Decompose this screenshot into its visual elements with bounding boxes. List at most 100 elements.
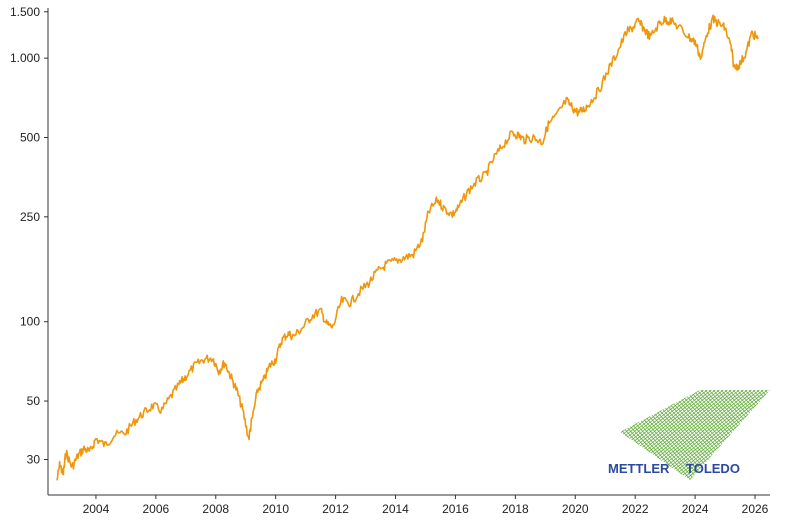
logo-hatch-line [360,380,460,490]
logo-hatch-line [772,380,800,490]
logo-hatch-line [440,380,540,490]
logo-hatch-line [492,380,592,490]
logo-hatch-line [468,380,608,490]
logo-hatch-line [412,380,512,490]
logo-hatch-line [468,380,568,490]
logo-hatch-line [356,380,456,490]
logo-hatch-line [747,390,770,480]
price-series-line [56,14,759,481]
logo-hatch-line [460,380,600,490]
logo-hatch-line [731,390,770,480]
logo-hatch-line [767,390,770,480]
logo-hatch-line [500,380,600,490]
logo-hatch-line [452,380,592,490]
logo-hatch-line [620,390,729,480]
logo-hatch-line [440,380,580,490]
x-tick-label: 2024 [682,502,709,516]
x-tick-label: 2022 [622,502,649,516]
logo-hatch-line [364,380,464,490]
logo-hatch-line [496,380,596,490]
logo-hatch-line [444,380,584,490]
logo-hatch-line [424,380,524,490]
logo-hatch-line [352,380,452,490]
logo-hatch-line [620,390,713,480]
logo-hatch-line [788,380,800,490]
logo-hatch-line [780,380,800,490]
logo-hatch-line [659,390,770,480]
logo-hatch-line [739,390,770,480]
logo-hatch-line [432,380,532,490]
x-tick-label: 2010 [262,502,289,516]
logo-hatch-line [620,390,621,480]
y-tick-label: 100 [20,315,40,329]
y-tick-label: 30 [27,453,41,467]
logo-hatch-line [432,380,572,490]
x-axis-ticks: 2004 2006 2008 2010 2012 2014 2016 2018 2020 2022… [83,495,769,516]
logo-hatch-line [620,390,625,480]
logo-hatch-line [476,380,576,490]
logo-hatch-line [763,390,770,480]
logo-hatch-line [436,380,576,490]
y-tick-label: 50 [27,394,41,408]
logo-hatch-line [739,390,770,480]
logo-hatch-line [448,380,548,490]
logo-hatch-line [620,390,629,480]
x-tick-label: 2012 [322,502,349,516]
logo-hatch-line [747,390,770,480]
logo-hatch-line [396,380,496,490]
logo-hatch-line [420,380,560,490]
y-tick-label: 500 [20,130,40,144]
logo-hatch-line [620,390,725,480]
logo-hatch-line [384,380,484,490]
logo-hatch-line [392,380,492,490]
x-tick-label: 2006 [142,502,169,516]
logo-hatch-line [504,380,604,490]
company-logo: METTLER TOLEDO [352,380,800,490]
logo-hatch-line [400,380,540,490]
logo-hatch-line [368,380,468,490]
logo-hatch-line [776,380,800,490]
logo-hatch-line [460,380,560,490]
logo-hatch-line [412,380,552,490]
logo-hatch-line [784,380,800,490]
logo-hatch-line [620,390,737,480]
logo-hatch-line [512,380,612,490]
logo-hatch-line [655,390,770,480]
logo-hatch-line [400,380,500,490]
logo-hatch-line [488,380,588,490]
logo-hatch-line [476,380,616,490]
logo-hatch-line [743,390,770,480]
logo-hatch-line [763,390,770,480]
logo-hatch-line [408,380,508,490]
logo-hatch-line [620,390,621,480]
y-tick-label: 1.500 [10,5,40,19]
logo-hatch-line [444,380,544,490]
logo-hatch-line [472,380,572,490]
logo-hatch-line [772,380,800,490]
y-tick-label: 1.000 [10,51,40,65]
logo-hatch-line [759,390,770,480]
logo-hatch-line [376,380,476,490]
logo-hatch-line [428,380,568,490]
x-tick-label: 2020 [562,502,589,516]
logo-hatch-line [776,380,800,490]
logo-hatch-line [464,380,604,490]
logo-hatch-line [735,390,770,480]
logo-hatch-line [767,390,770,480]
logo-hatch-line [428,380,528,490]
x-tick-label: 2026 [742,502,769,516]
logo-hatch-line [416,380,556,490]
x-tick-label: 2016 [442,502,469,516]
logo-hatch-line [408,380,548,490]
logo-hatch-line [508,380,608,490]
logo-hatch-line [404,380,544,490]
logo-hatch-line [404,380,504,490]
logo-hatch-line [424,380,564,490]
logo-hatch-line [735,390,770,480]
x-tick-label: 2004 [83,502,110,516]
logo-hatch-line [480,380,580,490]
logo-hatch-line [792,380,800,490]
logo-hatch-line [464,380,564,490]
logo-text-right: TOLEDO [686,461,740,476]
